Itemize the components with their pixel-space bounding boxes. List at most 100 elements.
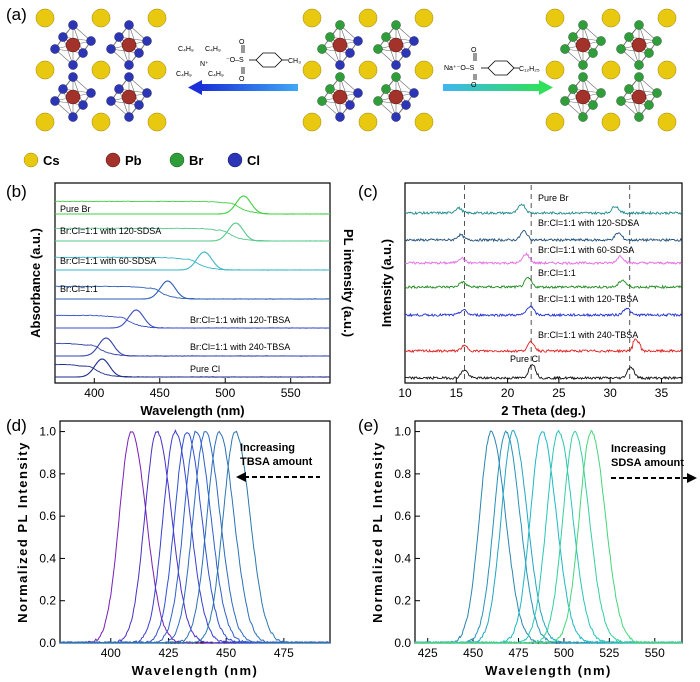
halide-atom (634, 20, 644, 30)
xrd-line (404, 276, 682, 290)
xrd-line (404, 305, 682, 318)
x-tick-label: 475 (509, 646, 529, 660)
x-tick-label: 10 (398, 386, 412, 400)
cs-atom (358, 60, 378, 80)
svg-text:O: O (471, 47, 477, 54)
x-tick-label: 25 (552, 386, 566, 400)
x-tick-label: 450 (216, 646, 236, 660)
arrow-head (687, 473, 697, 483)
cs-atom (302, 60, 322, 80)
halide-atom (68, 20, 78, 30)
halide-atom (86, 88, 96, 98)
halide-atom (142, 88, 152, 98)
cs-atom (35, 8, 55, 28)
y-axis-title: Intensity (a.u.) (379, 239, 394, 327)
halide-atom (335, 60, 345, 70)
y-tick-label: 0.6 (39, 509, 56, 523)
x-tick-label: 525 (599, 646, 619, 660)
legend-cs: Cs (43, 153, 60, 168)
x-tick-label: 425 (418, 646, 438, 660)
cs-atom (35, 60, 55, 80)
pb-atom (575, 89, 591, 105)
chart-e: 425 450 475 500 525 550 0.0 0.2 0.4 0.6 0.8 1.0 Wave… (370, 420, 697, 678)
halide-atom (568, 32, 578, 42)
halide-atom (381, 84, 391, 94)
x-tick-label: 550 (281, 386, 301, 400)
halide-atom (373, 96, 383, 106)
y-tick-label: 0.2 (39, 594, 56, 608)
halide-atom (124, 112, 134, 122)
chart-d: 400 425 450 475 0.0 0.2 0.4 0.6 0.8 1.0 Wavelength… (15, 420, 331, 678)
halide-atom (588, 48, 598, 58)
cs-atom (91, 60, 111, 80)
halide-atom (317, 44, 327, 54)
x-tick-label: 400 (101, 646, 121, 660)
halide-atom (114, 32, 124, 42)
halide-atom (142, 36, 152, 46)
svg-text:C₄H₉: C₄H₉ (208, 71, 224, 78)
cs-atom (545, 60, 565, 80)
halide-atom (560, 44, 570, 54)
halide-atom (652, 88, 662, 98)
halide-atom (578, 112, 588, 122)
pb-atom (65, 89, 81, 105)
halide-atom (124, 60, 134, 70)
cs-atom (601, 60, 621, 80)
svg-text:CH₃: CH₃ (288, 58, 301, 65)
annotation-line-1: Increasing (611, 443, 666, 455)
annotation-line-1: Increasing (240, 442, 295, 454)
halide-atom (335, 112, 345, 122)
pb-atom (332, 89, 348, 105)
cs-atom (35, 112, 55, 132)
halide-atom (391, 72, 401, 82)
halide-atom (409, 36, 419, 46)
halide-atom (578, 60, 588, 70)
halide-atom (78, 48, 88, 58)
annotation-line-2: TBSA amount (240, 456, 313, 468)
pl-line (55, 251, 330, 271)
halide-atom (634, 72, 644, 82)
chart-b: 400 450 500 550 Wavelength (nm) Absorbance (a… (28, 182, 356, 418)
cs-atom (601, 8, 621, 28)
halide-atom (391, 112, 401, 122)
halide-atom (588, 100, 598, 110)
halide-atom (409, 88, 419, 98)
x-tick-label: 35 (655, 386, 669, 400)
halide-atom (317, 96, 327, 106)
annotation-line-2: SDSA amount (611, 457, 684, 469)
halide-atom (381, 32, 391, 42)
halide-atom (335, 20, 345, 30)
series-label: Br:Cl=1:1 (60, 284, 98, 294)
cs-atom (545, 8, 565, 28)
crystal-structures (35, 8, 677, 132)
pb-atom (631, 37, 647, 53)
cs-atom (601, 112, 621, 132)
y-tick-label: 1.0 (394, 425, 411, 439)
pb-atom (388, 37, 404, 53)
svg-text:O: O (239, 76, 245, 83)
halide-atom (634, 112, 644, 122)
cs-atom (657, 112, 677, 132)
absorbance-line (55, 200, 331, 215)
halide-atom (325, 84, 335, 94)
x-tick-label: 15 (450, 386, 464, 400)
x-axis-title: Wavelength (nm) (485, 663, 612, 678)
x-tick-label: 475 (274, 646, 294, 660)
svg-text:O: O (239, 39, 245, 46)
legend-pb: Pb (125, 153, 142, 168)
svg-text:C₁₂H₂₅: C₁₂H₂₅ (519, 66, 540, 73)
xrd-line (404, 364, 683, 381)
y-tick-label: 0.8 (39, 467, 56, 481)
series-label: Pure Br (60, 204, 91, 214)
x-tick-label: 500 (554, 646, 574, 660)
xrd-line (404, 229, 683, 243)
plot-frame (59, 420, 331, 644)
cs-atom (414, 112, 434, 132)
y-tick-label: 0.4 (394, 551, 411, 565)
halide-atom (560, 96, 570, 106)
pb-atom (121, 37, 137, 53)
cs-atom (657, 60, 677, 80)
y-axis-title: Normalized PL Intensity (15, 441, 30, 623)
series-label: Br:Cl=1:1 with 120-SDSA (60, 226, 161, 236)
